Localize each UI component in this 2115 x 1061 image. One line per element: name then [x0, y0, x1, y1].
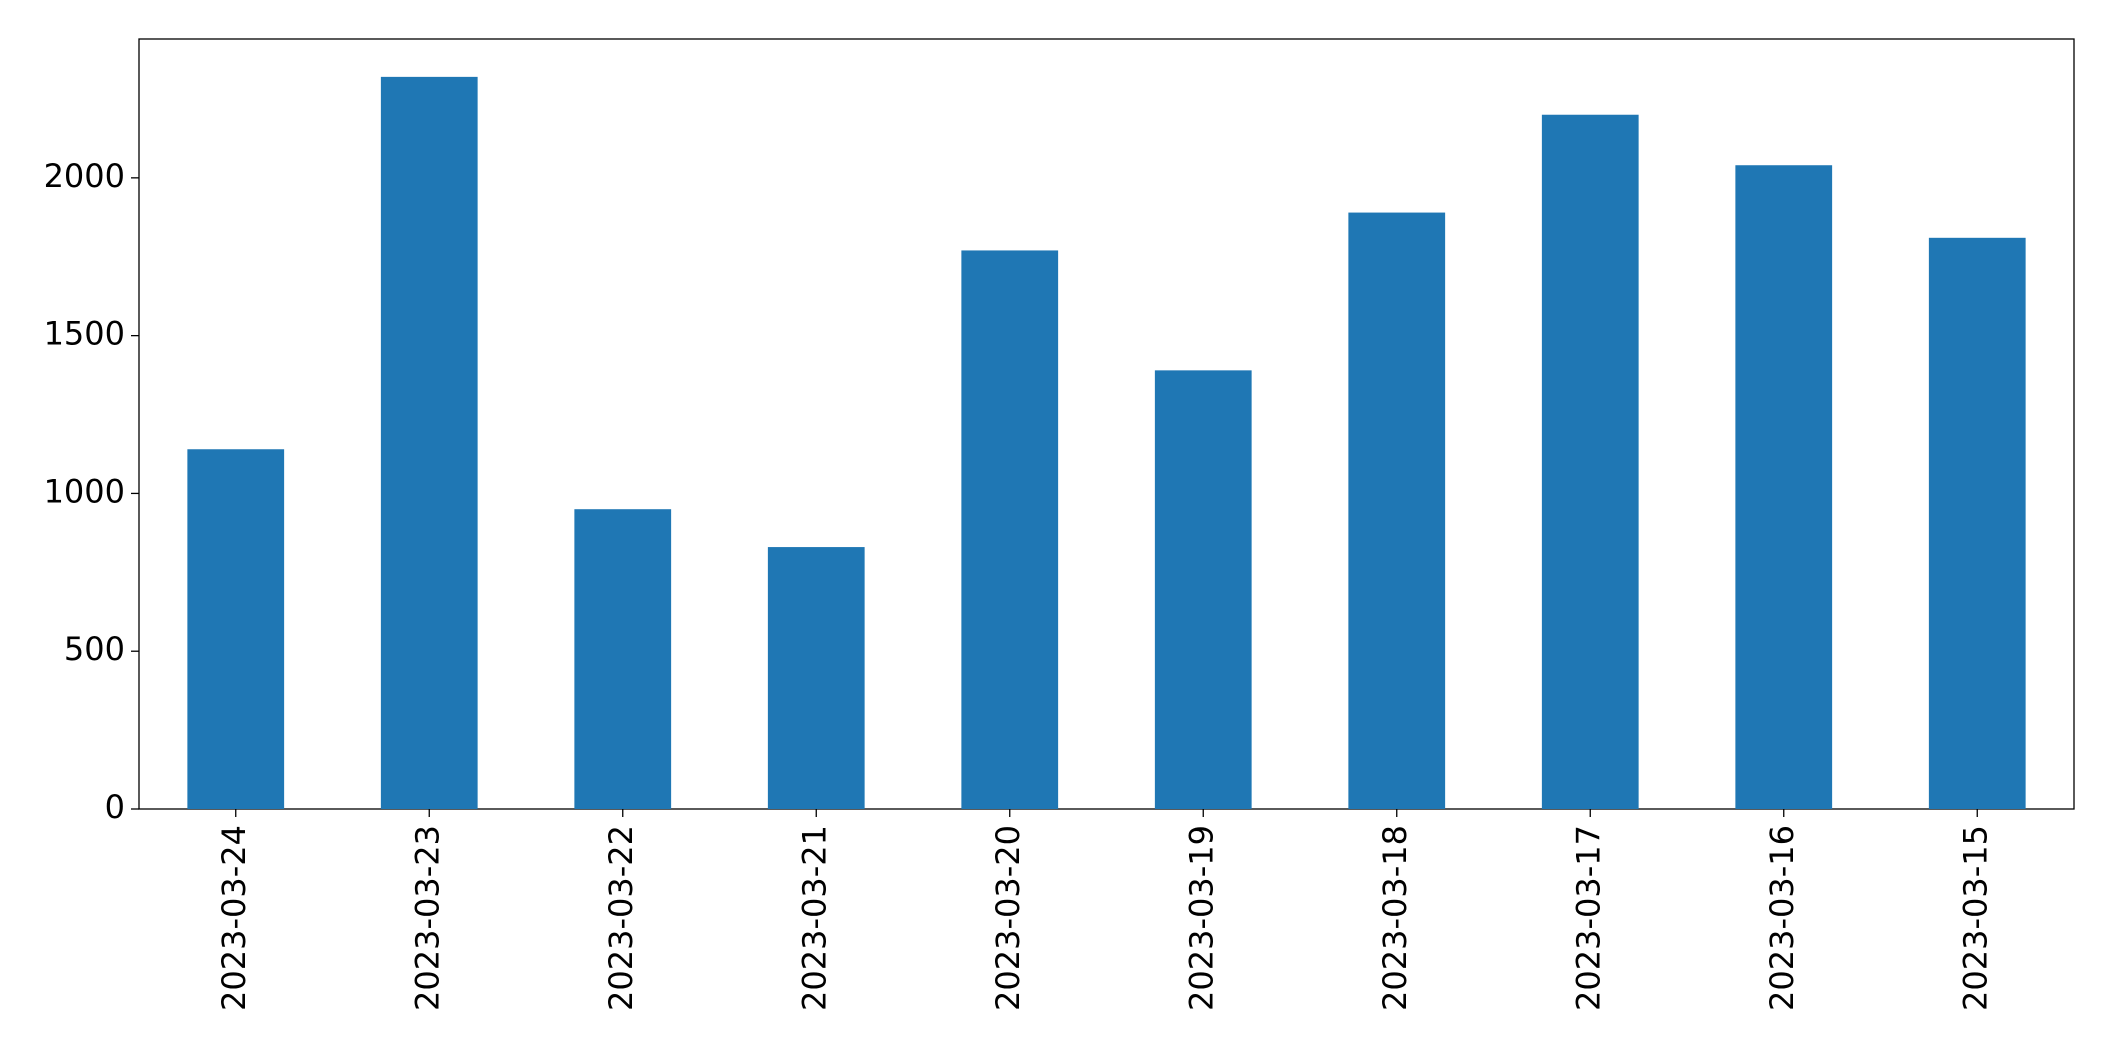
- bar: [1928, 237, 2026, 810]
- x-tick-label: 2023-03-21: [795, 825, 833, 1011]
- bar: [767, 547, 865, 809]
- bar: [574, 509, 672, 809]
- bar: [1348, 212, 1446, 810]
- bar: [380, 76, 478, 810]
- x-tick-label: 2023-03-24: [215, 825, 253, 1011]
- y-tick-label: 1500: [44, 315, 125, 353]
- plot-frame: [138, 38, 2075, 810]
- bar: [187, 449, 285, 809]
- x-tick-label: 2023-03-15: [1956, 825, 1994, 1011]
- bar: [1735, 165, 1833, 810]
- bar: [1541, 114, 1639, 810]
- x-tick-label: 2023-03-18: [1376, 825, 1414, 1011]
- bar: [961, 250, 1059, 809]
- x-tick-label: 2023-03-23: [408, 825, 446, 1011]
- y-tick-label: 1000: [44, 472, 125, 510]
- y-tick-label: 500: [64, 630, 125, 668]
- x-tick-label: 2023-03-17: [1569, 825, 1607, 1011]
- x-tick-label: 2023-03-20: [989, 825, 1027, 1011]
- x-tick-label: 2023-03-16: [1763, 825, 1801, 1011]
- x-tick-label: 2023-03-22: [602, 825, 640, 1011]
- y-tick-label: 2000: [44, 157, 125, 195]
- bar: [1154, 370, 1252, 809]
- y-tick-label: 0: [105, 788, 125, 826]
- x-tick-label: 2023-03-19: [1182, 825, 1220, 1011]
